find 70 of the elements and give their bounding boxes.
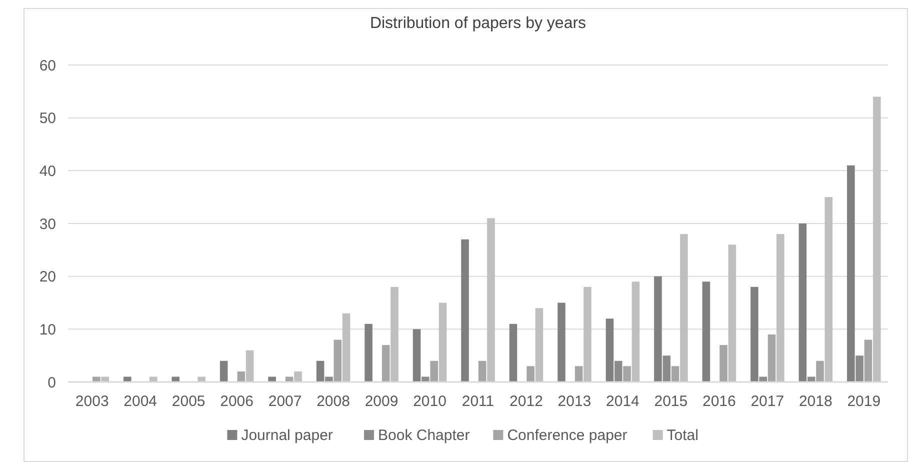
bar xyxy=(558,302,566,382)
bar xyxy=(430,360,438,382)
bar xyxy=(872,96,881,382)
x-tick-label: 2015 xyxy=(654,393,688,410)
bar xyxy=(382,345,390,382)
bar xyxy=(364,324,372,382)
bar xyxy=(220,360,228,382)
bar xyxy=(824,197,833,382)
bar xyxy=(342,313,350,382)
bar xyxy=(864,340,872,382)
x-tick-label: 2007 xyxy=(268,393,302,410)
bar xyxy=(623,366,631,382)
x-tick-label: 2012 xyxy=(510,393,543,410)
bar xyxy=(101,376,109,382)
bar xyxy=(438,302,447,382)
bar xyxy=(720,345,728,382)
bar xyxy=(285,376,294,382)
bar xyxy=(728,244,736,382)
bar xyxy=(123,376,132,382)
bar xyxy=(294,371,302,382)
x-tick-label: 2016 xyxy=(702,393,736,410)
legend-label: Book Chapter xyxy=(378,427,470,444)
bar xyxy=(768,334,776,382)
x-tick-label: 2005 xyxy=(172,393,206,410)
x-tick-label: 2011 xyxy=(462,393,494,410)
bar xyxy=(487,218,495,382)
y-tick-label: 10 xyxy=(39,321,56,338)
x-tick-label: 2004 xyxy=(124,393,158,410)
x-tick-label: 2003 xyxy=(75,393,109,410)
y-tick-label: 30 xyxy=(39,216,56,233)
bar xyxy=(632,282,640,382)
bar xyxy=(535,308,544,382)
bar xyxy=(671,366,680,382)
bar xyxy=(574,366,583,382)
bar xyxy=(237,371,246,382)
bar xyxy=(92,376,100,382)
y-tick-label: 0 xyxy=(48,374,56,392)
bar xyxy=(680,234,688,382)
bar xyxy=(390,286,398,382)
x-tick-label: 2013 xyxy=(558,393,592,410)
x-tick-label: 2018 xyxy=(798,393,832,410)
x-tick-label: 2006 xyxy=(220,393,254,410)
bar xyxy=(478,360,486,382)
legend-label: Journal paper xyxy=(241,427,333,444)
bar xyxy=(526,366,534,382)
x-tick-label: 2010 xyxy=(413,393,446,410)
bar xyxy=(584,286,592,382)
bar xyxy=(816,360,824,382)
bar xyxy=(268,376,276,382)
bar xyxy=(461,239,469,382)
legend-label: Conference paper xyxy=(507,427,628,444)
chart-title: Distribution of papers by years xyxy=(370,15,586,32)
bar xyxy=(246,350,254,382)
bar xyxy=(334,340,342,382)
bar xyxy=(172,376,180,382)
bar xyxy=(198,376,206,382)
x-tick-label: 2017 xyxy=(750,393,784,410)
legend-label: Total xyxy=(666,427,698,444)
bar xyxy=(702,282,710,382)
x-tick-label: 2008 xyxy=(316,393,350,410)
y-tick-label: 50 xyxy=(39,110,56,128)
bar xyxy=(776,234,784,382)
x-tick-label: 2009 xyxy=(364,393,398,410)
y-tick-label: 40 xyxy=(39,162,56,180)
bar xyxy=(509,324,518,382)
x-tick-label: 2019 xyxy=(847,393,881,410)
y-tick-label: 60 xyxy=(39,57,56,74)
y-tick-label: 20 xyxy=(39,268,56,286)
x-tick-label: 2014 xyxy=(606,393,640,410)
bar xyxy=(149,376,158,382)
